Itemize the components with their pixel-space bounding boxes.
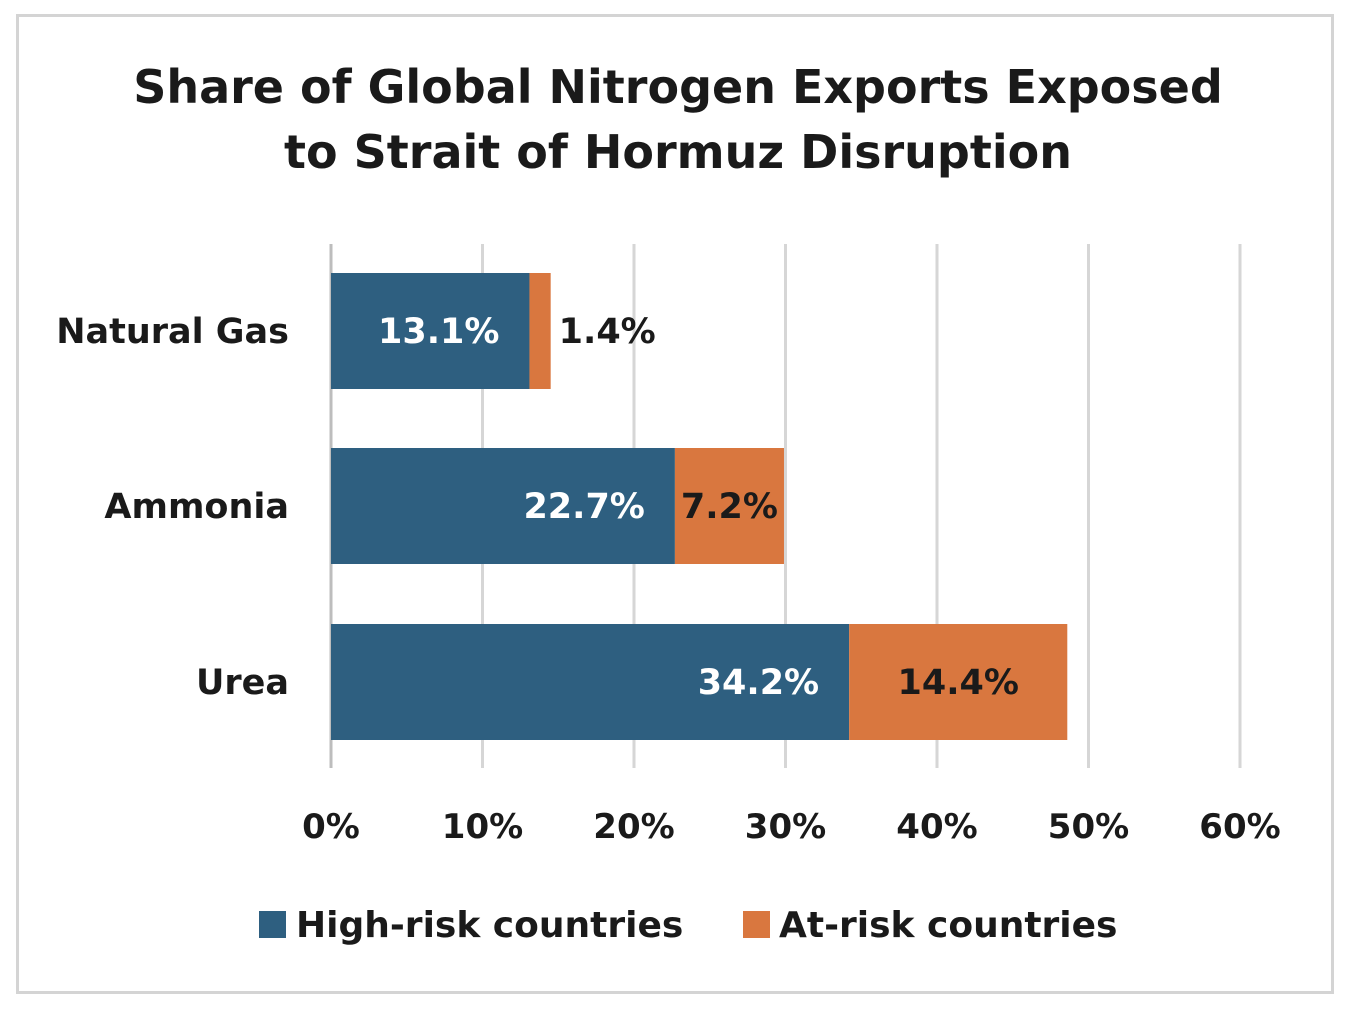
x-tick-label: 30% xyxy=(745,807,826,847)
bar-segment xyxy=(674,448,784,564)
x-tick-label: 40% xyxy=(896,807,977,847)
data-label: 34.2% xyxy=(698,663,819,703)
category-label: Ammonia xyxy=(104,487,289,527)
chart-title-line-1: Share of Global Nitrogen Exports Exposed xyxy=(133,60,1223,114)
data-label: 13.1% xyxy=(378,312,499,352)
category-label: Natural Gas xyxy=(56,312,289,352)
legend-label: High-risk countries xyxy=(296,905,683,946)
x-tick-label: 10% xyxy=(442,807,523,847)
data-label: 1.4% xyxy=(559,312,656,352)
x-tick-label: 60% xyxy=(1199,807,1280,847)
bar-segment xyxy=(331,273,530,389)
chart-title-line-2: to Strait of Hormuz Disruption xyxy=(284,125,1072,179)
legend-swatch xyxy=(259,911,286,938)
data-label: 22.7% xyxy=(523,487,644,527)
bar-segment xyxy=(849,624,1068,740)
x-tick-label: 20% xyxy=(593,807,674,847)
data-label: 7.2% xyxy=(681,487,778,527)
data-label: 14.4% xyxy=(897,663,1018,703)
category-label: Urea xyxy=(196,663,289,703)
legend-swatch xyxy=(743,911,770,938)
bar-segment xyxy=(529,273,551,389)
bar-segment xyxy=(331,624,850,740)
x-tick-label: 50% xyxy=(1048,807,1129,847)
bar-segment xyxy=(331,448,675,564)
legend-label: At-risk countries xyxy=(779,905,1117,946)
x-tick-label: 0% xyxy=(302,807,360,847)
